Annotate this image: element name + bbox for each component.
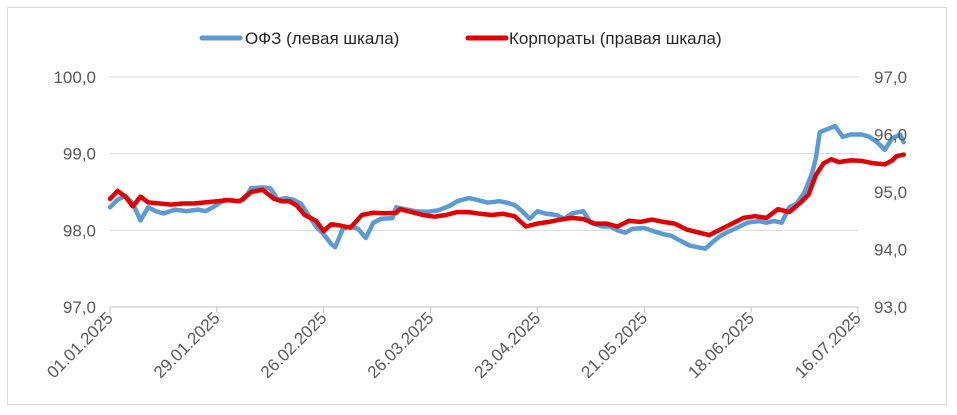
axes: 97,098,099,0100,093,094,095,096,097,001.… — [43, 68, 907, 382]
series-line-corporates — [107, 152, 907, 238]
y-right-tick-label: 97,0 — [874, 68, 907, 87]
x-tick-label: 29.01.2025 — [150, 308, 224, 382]
y-right-tick-label: 94,0 — [874, 241, 907, 260]
y-right-tick-label: 96,0 — [874, 126, 907, 145]
x-tick-label: 26.03.2025 — [364, 308, 438, 382]
y-right-tick-label: 95,0 — [874, 183, 907, 202]
x-tick-label: 01.01.2025 — [43, 308, 117, 382]
y-left-tick-label: 100,0 — [53, 68, 96, 87]
y-left-tick-label: 99,0 — [63, 145, 96, 164]
x-tick-label: 18.06.2025 — [684, 308, 758, 382]
x-tick-label: 26.02.2025 — [257, 308, 331, 382]
gridlines — [110, 76, 858, 308]
legend-label-corporates: Корпораты (правая шкала) — [509, 29, 722, 48]
y-left-tick-label: 97,0 — [63, 298, 96, 317]
x-tick-label: 16.07.2025 — [791, 308, 865, 382]
y-left-tick-label: 98,0 — [63, 221, 96, 240]
legend: ОФЗ (левая шкала) Корпораты (правая шкал… — [199, 29, 722, 48]
legend-label-ofz: ОФЗ (левая шкала) — [245, 29, 399, 48]
x-tick-label: 21.05.2025 — [578, 308, 652, 382]
series-lines — [107, 123, 907, 251]
x-tick-label: 23.04.2025 — [471, 308, 545, 382]
series-line-ofz — [107, 123, 907, 251]
y-right-tick-label: 93,0 — [874, 298, 907, 317]
